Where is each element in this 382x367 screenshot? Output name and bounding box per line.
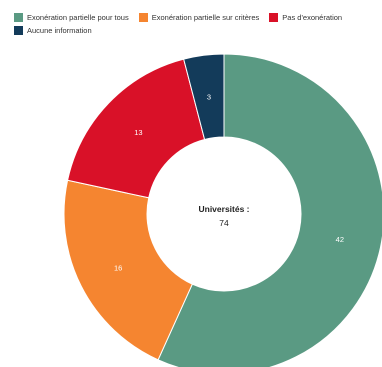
slice-value-label: 16: [114, 263, 122, 272]
legend-swatch: [269, 13, 279, 22]
legend-label: Exonération partielle sur critères: [151, 13, 260, 22]
slice-value-label: 13: [134, 128, 142, 137]
legend-item[interactable]: Pas d'exonération: [269, 13, 342, 22]
slice-1[interactable]: [63, 179, 193, 361]
center-label: Universités :: [198, 204, 249, 214]
legend-swatch: [14, 13, 23, 22]
legend-item[interactable]: Exonération partielle pour tous: [14, 13, 129, 22]
legend-item[interactable]: Aucune information: [14, 26, 92, 35]
legend: Exonération partielle pour tous Exonérati…: [14, 13, 380, 35]
legend-swatch: [14, 26, 23, 35]
legend-label: Aucune information: [27, 26, 92, 35]
legend-label: Exonération partielle pour tous: [27, 13, 129, 22]
slice-value-label: 3: [207, 92, 211, 101]
slice-value-label: 42: [336, 235, 344, 244]
legend-swatch: [138, 13, 148, 22]
legend-label: Pas d'exonération: [282, 13, 343, 22]
legend-item[interactable]: Exonération partielle sur critères: [138, 13, 260, 22]
center-value: 74: [219, 218, 229, 228]
donut-hole: [147, 137, 301, 291]
